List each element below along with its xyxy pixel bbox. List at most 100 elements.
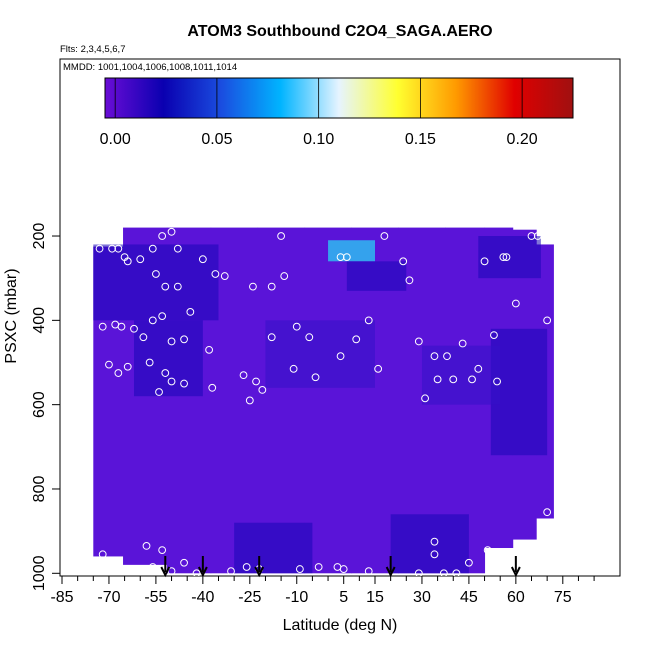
sample-marker <box>239 371 248 380</box>
sample-marker <box>186 308 195 316</box>
x-axis: -85 -70 -55 -40 -25 -10 5 15 30 45 60 75 <box>50 576 595 606</box>
sample-marker <box>220 272 229 280</box>
field-column <box>304 227 353 574</box>
flight-arrows <box>160 556 521 578</box>
sample-marker <box>208 383 217 392</box>
x-tick-label: 15 <box>366 589 384 606</box>
sample-marker <box>458 339 467 348</box>
sample-marker <box>148 316 157 325</box>
sample-marker <box>249 282 257 291</box>
x-tick-label: 60 <box>507 589 525 606</box>
colorbar-tick-label: 0.20 <box>507 131 538 148</box>
x-tick-label: -10 <box>285 589 308 606</box>
x-tick-label: 30 <box>413 589 431 606</box>
flight-arrow <box>197 556 208 578</box>
sample-marker <box>490 331 498 339</box>
field-patch <box>421 345 501 405</box>
flight-arrow <box>160 556 171 578</box>
sample-marker <box>98 322 107 331</box>
sample-marker <box>480 257 489 266</box>
y-tick-label: 1000 <box>31 555 48 591</box>
sample-marker <box>543 316 552 325</box>
sample-marker <box>439 569 448 576</box>
sample-marker <box>433 375 442 384</box>
sample-marker <box>130 324 138 333</box>
heatmap-field <box>93 227 554 574</box>
sample-marker <box>167 337 176 346</box>
sample-marker <box>280 272 289 280</box>
sample-marker <box>198 255 207 264</box>
sample-marker <box>155 388 163 396</box>
y-tick-label: 200 <box>31 223 48 250</box>
x-tick-label: -55 <box>144 589 167 606</box>
sample-marker <box>123 362 132 371</box>
colorbar-tick-label: 0.10 <box>303 131 334 148</box>
sample-marker <box>180 379 188 388</box>
sample-marker <box>430 352 439 361</box>
x-tick-label: -40 <box>191 589 214 606</box>
sample-marker <box>180 335 188 344</box>
sample-marker <box>399 257 408 266</box>
sample-marker <box>511 299 520 308</box>
flight-arrow <box>510 556 521 578</box>
colorbar-tick-label: 0.00 <box>100 131 131 148</box>
sample-marker <box>421 394 429 403</box>
colorbar-tick-label: 0.05 <box>201 131 232 148</box>
dates-subtitle: MMDD: 1001,1004,1006,1008,1011,1014 <box>63 62 237 73</box>
sample-marker <box>342 253 351 262</box>
field-patch <box>133 320 203 397</box>
field-patch <box>265 320 375 388</box>
sample-marker <box>352 335 361 344</box>
sample-marker <box>267 282 276 291</box>
sample-marker <box>314 563 323 571</box>
sample-marker <box>405 276 414 285</box>
x-tick-label: -70 <box>97 589 120 606</box>
sample-marker <box>173 282 182 291</box>
sample-marker <box>305 333 314 342</box>
sample-marker <box>252 377 260 386</box>
sample-marker <box>277 232 286 240</box>
sample-marker <box>173 244 182 253</box>
sample-marker <box>152 270 160 278</box>
flight-arrow <box>254 556 265 578</box>
y-tick-label: 600 <box>31 391 48 418</box>
sample-marker <box>227 567 235 576</box>
sample-marker <box>414 569 423 576</box>
flights-subtitle: Flts: 2,3,4,5,6,7 <box>60 44 125 55</box>
sample-marker <box>245 396 254 405</box>
sample-marker <box>158 232 167 240</box>
sample-marker <box>430 550 439 559</box>
x-tick-label: -85 <box>50 589 73 606</box>
sample-marker <box>292 322 301 331</box>
sample-marker <box>142 541 151 550</box>
sample-marker <box>108 244 116 253</box>
sample-marker <box>339 565 348 573</box>
sample-marker <box>114 369 123 377</box>
field-patch <box>346 261 407 291</box>
sample-marker <box>161 369 170 377</box>
x-tick-label: 5 <box>339 589 348 606</box>
sample-marker <box>468 375 476 384</box>
sample-marker <box>499 253 508 262</box>
colorbar-gradient <box>104 77 574 119</box>
x-axis-label: Latitude (deg N) <box>283 617 398 634</box>
sample-marker <box>414 337 423 346</box>
sample-marker <box>493 377 501 386</box>
sample-marker <box>474 364 483 373</box>
sample-marker <box>180 558 188 567</box>
sample-marker <box>105 360 113 369</box>
sample-markers <box>95 227 552 576</box>
field-column <box>257 227 306 574</box>
sample-marker <box>364 567 373 576</box>
sample-marker <box>336 352 345 361</box>
y-axis-label: PSXC (mbar) <box>3 268 20 363</box>
x-tick-label: 45 <box>460 589 478 606</box>
sample-marker <box>533 232 542 240</box>
field-patch <box>328 240 375 262</box>
sample-marker <box>158 312 167 321</box>
sample-marker <box>364 316 373 325</box>
sample-marker <box>374 364 383 373</box>
sample-marker <box>289 364 298 373</box>
field-patch <box>93 244 219 321</box>
